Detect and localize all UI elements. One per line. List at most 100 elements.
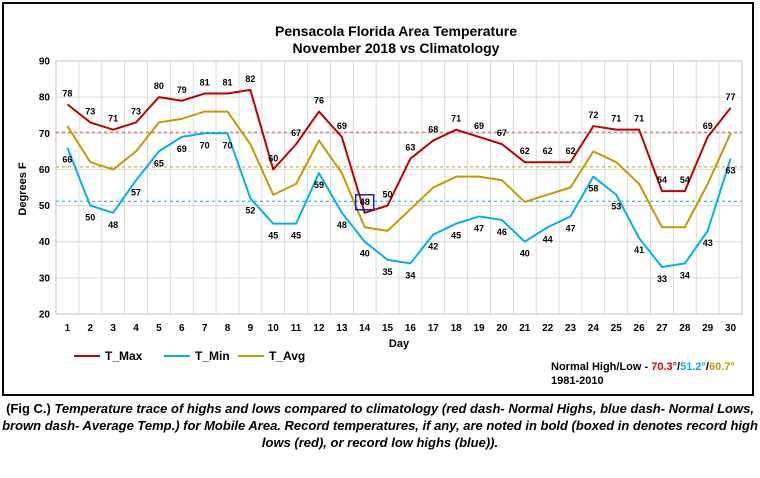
x-tick-label: 5 [156,323,162,334]
min-data-label: 41 [634,245,644,255]
max-data-label: 78 [62,88,72,98]
max-data-label: 81 [222,78,232,88]
x-tick-label: 15 [382,323,394,334]
min-data-label: 63 [726,166,736,176]
max-data-label: 62 [543,146,553,156]
x-tick-label: 27 [656,323,668,334]
min-data-label: 52 [245,205,255,215]
plot-area [55,60,743,315]
max-data-label: 68 [428,125,438,135]
x-tick-label: 14 [359,323,371,334]
normals-period: 1981-2010 [551,375,604,387]
min-data-label: 57 [131,187,141,197]
max-data-label: 48 [360,197,370,207]
x-tick-label: 12 [313,323,325,334]
x-tick-label: 10 [268,323,280,334]
min-data-label: 66 [62,155,72,165]
record-box [354,194,375,211]
min-data-label: 59 [314,180,324,190]
normals-sep1: / [677,361,680,373]
max-data-label: 77 [726,92,736,102]
y-tick-label: 50 [39,201,51,212]
min-data-label: 47 [565,223,575,233]
x-tick-label: 4 [133,323,139,334]
x-tick-label: 24 [588,323,600,334]
max-data-label: 54 [657,175,667,185]
y-tick-label: 40 [39,237,51,248]
normal-avg-value: 60.7° [709,361,735,373]
max-data-label: 69 [337,121,347,131]
max-data-label: 50 [383,190,393,200]
y-tick-label: 80 [39,93,51,104]
max-data-label: 67 [497,128,507,138]
max-data-label: 73 [131,106,141,116]
min-data-label: 69 [177,144,187,154]
series-line-t_max [66,88,732,214]
x-tick-label: 17 [428,323,440,334]
x-tick-label: 9 [248,323,254,334]
legend-label-t_avg: T_Avg [269,349,305,363]
min-data-label: 50 [85,213,95,223]
x-tick-label: 21 [519,323,531,334]
min-data-label: 44 [543,234,553,244]
min-data-label: 48 [337,220,347,230]
chart-subtitle: November 2018 vs Climatology [293,40,500,56]
min-data-label: 34 [405,270,415,280]
max-data-label: 62 [565,146,575,156]
x-tick-label: 6 [179,323,185,334]
max-data-label: 71 [611,114,621,124]
min-data-label: 47 [474,223,484,233]
legend-label-t_min: T_Min [195,349,230,363]
figure-caption: (Fig C.) Temperature trace of highs and … [0,400,760,451]
max-data-label: 54 [680,175,690,185]
x-tick-label: 28 [679,323,691,334]
x-tick-label: 7 [202,323,208,334]
min-data-label: 45 [451,231,461,241]
min-data-label: 65 [154,158,164,168]
min-data-label: 46 [497,227,507,237]
x-tick-label: 19 [473,323,485,334]
normal-high-value: 70.3° [651,361,677,373]
x-tick-label: 13 [336,323,348,334]
series-line-t_avg [66,110,732,232]
x-tick-label: 18 [451,323,463,334]
min-data-label: 70 [222,140,232,150]
x-tick-label: 16 [405,323,417,334]
y-axis-label: Degrees F [17,162,29,215]
caption-body: Temperature trace of highs and lows comp… [2,401,758,450]
x-tick-label: 30 [725,323,737,334]
max-data-label: 72 [588,110,598,120]
series-line-t_min [66,132,732,269]
min-data-label: 43 [703,238,713,248]
x-tick-label: 1 [65,323,71,334]
max-data-label: 71 [451,114,461,124]
x-tick-label: 11 [291,323,302,334]
chart-title: Pensacola Florida Area Temperature [275,23,517,39]
max-data-label: 73 [85,106,95,116]
legend-label-t_max: T_Max [105,349,143,363]
max-data-label: 71 [634,114,644,124]
min-data-label: 40 [520,249,530,259]
max-data-label: 81 [200,78,210,88]
x-tick-label: 3 [110,323,116,334]
max-data-label: 82 [245,74,255,84]
min-data-label: 45 [291,231,301,241]
y-tick-label: 20 [39,310,51,321]
y-tick-label: 90 [39,57,51,68]
max-data-label: 69 [703,121,713,131]
max-data-label: 63 [405,143,415,153]
max-data-label: 71 [108,114,118,124]
y-tick-label: 30 [39,273,51,284]
min-data-label: 42 [428,241,438,251]
min-data-label: 70 [200,140,210,150]
min-data-label: 33 [657,274,667,284]
normals-prefix: Normal High/Low - [551,361,651,373]
y-tick-label: 70 [39,129,51,140]
max-data-label: 62 [520,146,530,156]
x-tick-label: 25 [611,323,623,334]
y-tick-label: 60 [39,165,51,176]
x-axis-label: Day [389,338,410,350]
min-data-label: 45 [268,231,278,241]
caption-lead: (Fig C.) [6,401,51,416]
min-data-label: 48 [108,220,118,230]
